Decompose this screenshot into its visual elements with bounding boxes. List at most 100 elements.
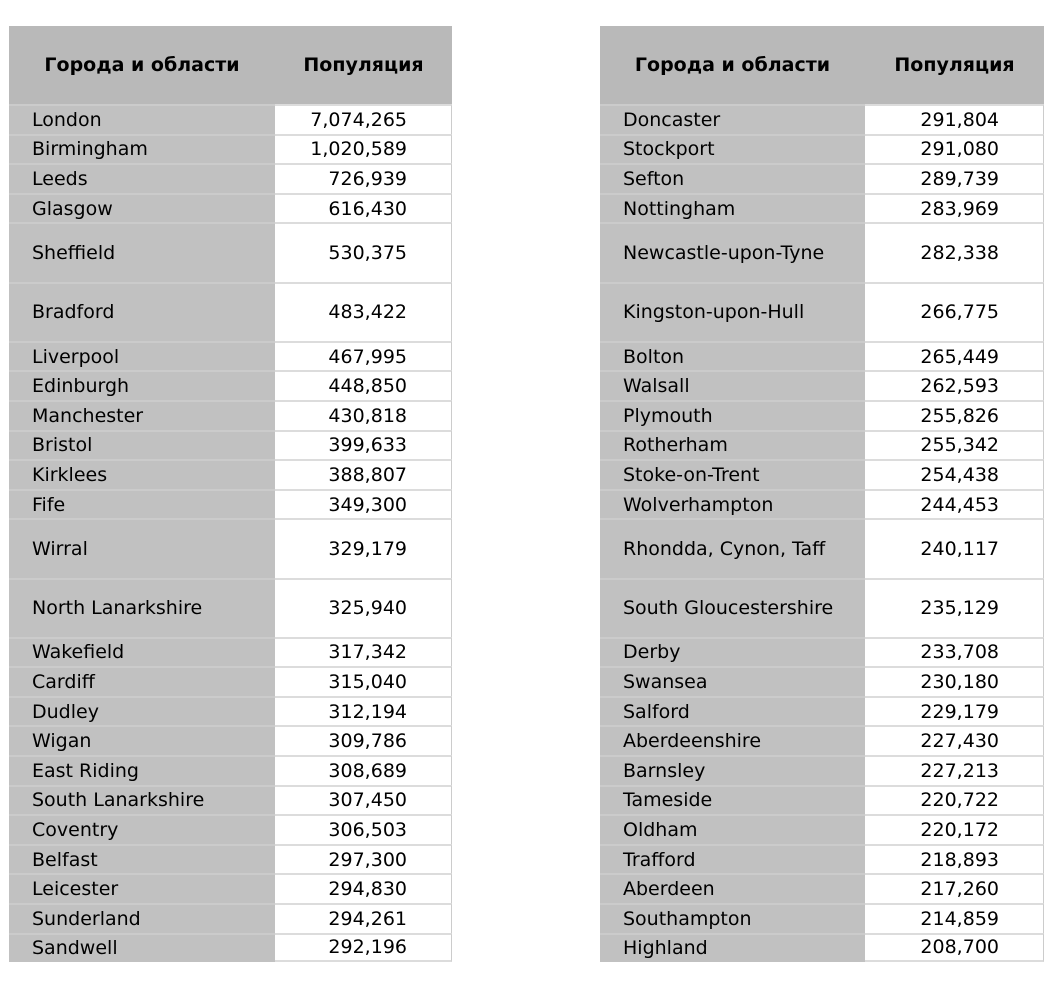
city-name-cell: Belfast <box>9 843 275 874</box>
table-row: North Lanarkshire 325,940 <box>9 577 452 637</box>
column-header-cities: Города и области <box>44 54 240 76</box>
population-value-cell: 430,818 <box>275 399 452 430</box>
city-name-cell: Wolverhampton <box>600 488 865 519</box>
table-row: Sefton 289,739 <box>600 163 1044 193</box>
table-row: East Riding 308,689 <box>9 755 452 785</box>
city-name-cell: Wigan <box>9 725 275 756</box>
city-name-cell: Edinburgh <box>9 370 275 400</box>
table-row: Kingston-upon-Hull 266,775 <box>600 281 1044 341</box>
table-row: Wakefield 317,342 <box>9 636 452 667</box>
city-name-cell: Fife <box>9 488 275 519</box>
table-row: Dudley 312,194 <box>9 695 452 726</box>
table-row: Coventry 306,503 <box>9 814 452 844</box>
city-name-cell: South Gloucestershire <box>600 577 865 637</box>
table-row: Liverpool 467,995 <box>9 340 452 371</box>
population-table-left: Города и области Популяция London 7,074,… <box>9 26 452 963</box>
city-name-cell: Salford <box>600 695 865 726</box>
table-row: Swansea 230,180 <box>600 666 1044 696</box>
table-row: Aberdeenshire 227,430 <box>600 725 1044 756</box>
city-name-cell: Manchester <box>9 399 275 430</box>
city-name-cell: Barnsley <box>600 755 865 785</box>
population-value-cell: 329,179 <box>275 518 452 578</box>
population-value-cell: 317,342 <box>275 636 452 667</box>
city-name-cell: Kingston-upon-Hull <box>600 281 865 341</box>
table-row: Newcastle-upon-Tyne 282,338 <box>600 222 1044 282</box>
table-row: Derby 233,708 <box>600 636 1044 667</box>
table-row: Edinburgh 448,850 <box>9 370 452 400</box>
city-name-cell: Kirklees <box>9 459 275 489</box>
population-value-cell: 1,020,589 <box>275 133 452 164</box>
population-value-cell: 530,375 <box>275 222 452 282</box>
city-name-cell: Bolton <box>600 340 865 371</box>
table-row: Kirklees 388,807 <box>9 459 452 489</box>
population-value-cell: 292,196 <box>275 932 452 963</box>
table-row: Birmingham 1,020,589 <box>9 133 452 164</box>
population-value-cell: 214,859 <box>865 903 1044 933</box>
city-name-cell: Stoke-on-Trent <box>600 459 865 489</box>
table-row: Belfast 297,300 <box>9 843 452 874</box>
city-name-cell: East Riding <box>9 755 275 785</box>
population-value-cell: 266,775 <box>865 281 1044 341</box>
city-name-cell: Aberdeen <box>600 873 865 904</box>
table-row: Bradford 483,422 <box>9 281 452 341</box>
column-header-population: Популяция <box>894 54 1015 76</box>
table-row: Sheffield 530,375 <box>9 222 452 282</box>
population-value-cell: 312,194 <box>275 695 452 726</box>
table-row: Rotherham 255,342 <box>600 429 1044 460</box>
table-row: Wigan 309,786 <box>9 725 452 756</box>
population-value-cell: 448,850 <box>275 370 452 400</box>
population-value-cell: 483,422 <box>275 281 452 341</box>
population-value-cell: 349,300 <box>275 488 452 519</box>
population-value-cell: 616,430 <box>275 192 452 223</box>
table-header-row: Города и области Популяция <box>9 26 452 104</box>
table-row: Tameside 220,722 <box>600 784 1044 815</box>
population-value-cell: 220,722 <box>865 784 1044 815</box>
city-name-cell: Plymouth <box>600 399 865 430</box>
population-value-cell: 254,438 <box>865 459 1044 489</box>
city-name-cell: Bristol <box>9 429 275 460</box>
city-name-cell: Birmingham <box>9 133 275 164</box>
column-header-population: Популяция <box>303 54 424 76</box>
population-table-right: Города и области Популяция Doncaster 291… <box>600 26 1044 963</box>
table-row: Salford 229,179 <box>600 695 1044 726</box>
city-name-cell: South Lanarkshire <box>9 784 275 815</box>
table-row: Highland 208,700 <box>600 932 1044 963</box>
population-value-cell: 218,893 <box>865 843 1044 874</box>
population-value-cell: 227,430 <box>865 725 1044 756</box>
population-value-cell: 315,040 <box>275 666 452 696</box>
table-row: Stockport 291,080 <box>600 133 1044 164</box>
population-value-cell: 208,700 <box>865 932 1044 963</box>
population-value-cell: 388,807 <box>275 459 452 489</box>
city-name-cell: Wirral <box>9 518 275 578</box>
city-name-cell: Southampton <box>600 903 865 933</box>
city-name-cell: Stockport <box>600 133 865 164</box>
city-name-cell: London <box>9 104 275 134</box>
city-name-cell: Sefton <box>600 163 865 193</box>
population-value-cell: 291,080 <box>865 133 1044 164</box>
table-row: Glasgow 616,430 <box>9 192 452 223</box>
city-name-cell: Walsall <box>600 370 865 400</box>
population-value-cell: 255,342 <box>865 429 1044 460</box>
population-value-cell: 294,830 <box>275 873 452 904</box>
population-value-cell: 262,593 <box>865 370 1044 400</box>
city-name-cell: Highland <box>600 932 865 963</box>
table-row: Wirral 329,179 <box>9 518 452 578</box>
city-name-cell: Sunderland <box>9 903 275 933</box>
city-name-cell: Swansea <box>600 666 865 696</box>
city-name-cell: Sandwell <box>9 932 275 963</box>
city-name-cell: Wakefield <box>9 636 275 667</box>
population-value-cell: 235,129 <box>865 577 1044 637</box>
table-row: Trafford 218,893 <box>600 843 1044 874</box>
city-name-cell: Bradford <box>9 281 275 341</box>
population-value-cell: 294,261 <box>275 903 452 933</box>
table-header-row: Города и области Популяция <box>600 26 1044 104</box>
table-row: South Lanarkshire 307,450 <box>9 784 452 815</box>
city-name-cell: Liverpool <box>9 340 275 371</box>
population-value-cell: 726,939 <box>275 163 452 193</box>
table-body: Doncaster 291,804 Stockport 291,080 Seft… <box>600 104 1044 963</box>
population-value-cell: 283,969 <box>865 192 1044 223</box>
population-value-cell: 289,739 <box>865 163 1044 193</box>
table-row: South Gloucestershire 235,129 <box>600 577 1044 637</box>
table-row: Stoke-on-Trent 254,438 <box>600 459 1044 489</box>
